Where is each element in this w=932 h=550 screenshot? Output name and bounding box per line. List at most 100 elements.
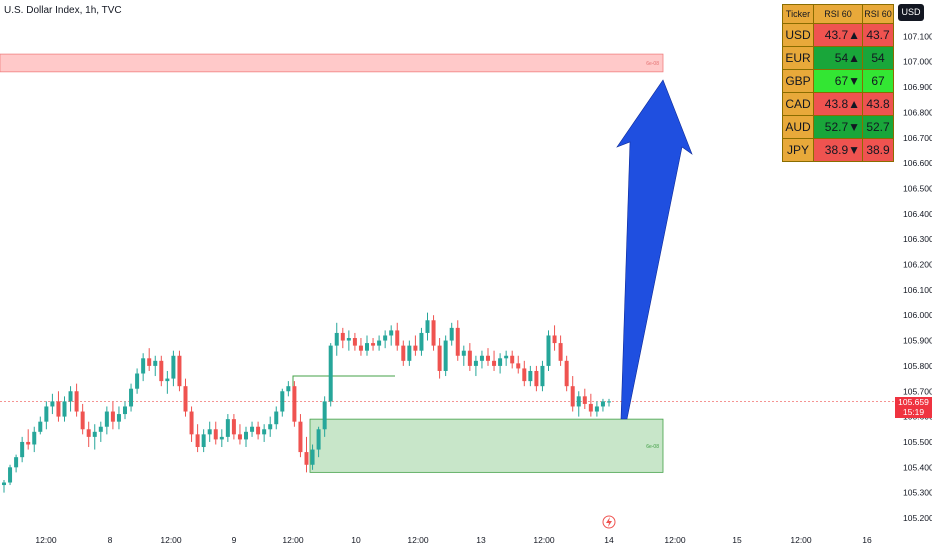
candle-body [62, 401, 67, 417]
rsi-value: 67▼ [813, 69, 863, 93]
candle-body [231, 419, 236, 435]
candle-body [570, 386, 575, 407]
candle-body [534, 370, 539, 387]
candle-body [607, 401, 611, 403]
rsi-row: USD 43.7▲ 43.7 [782, 23, 894, 47]
candle-body [225, 419, 230, 437]
rsi-ticker: EUR [782, 46, 814, 70]
rsi-row: EUR 54▲ 54 [782, 46, 894, 70]
y-tick-label: 106.300 [903, 234, 932, 244]
candle-body [582, 396, 587, 404]
rsi-ticker: USD [782, 23, 814, 47]
x-tick-label: 9 [232, 535, 237, 545]
candle-body [522, 368, 527, 382]
x-tick-label: 15 [732, 535, 742, 545]
candle-body [304, 452, 309, 465]
demand-zone [309, 418, 664, 473]
candle-body [473, 360, 478, 366]
candle-body [219, 436, 224, 440]
candle-body [401, 345, 406, 361]
x-tick-label: 16 [862, 535, 872, 545]
rsi-row: AUD 52.7▼ 52.7 [782, 115, 894, 139]
candle-body [38, 421, 43, 432]
candle-body [262, 429, 267, 435]
candle-body [443, 340, 448, 371]
candle-body [516, 363, 521, 369]
candle-body [449, 327, 454, 341]
candle-body [334, 332, 339, 346]
candle-body [316, 429, 321, 450]
candle-body [310, 449, 315, 465]
bar-countdown: 15:19 [902, 407, 925, 417]
candle-body [594, 406, 599, 412]
candle-body [195, 434, 200, 448]
candle-body [26, 441, 31, 445]
candle-body [207, 429, 212, 435]
y-tick-label: 106.400 [903, 209, 932, 219]
supply-zone [0, 53, 664, 73]
y-tick-label: 105.300 [903, 488, 932, 498]
candle-body [104, 411, 109, 427]
x-tick-label: 12:00 [407, 535, 429, 545]
candle-body [189, 411, 194, 435]
candle-body [280, 391, 285, 412]
rsi-value2: 43.8 [862, 92, 894, 116]
candle-body [153, 360, 158, 366]
y-tick-label: 106.800 [903, 107, 932, 117]
candle-body [389, 330, 394, 336]
candle-body [50, 401, 55, 407]
candle-body [558, 343, 563, 361]
rsi-value: 52.7▼ [813, 115, 863, 139]
rsi-ticker: GBP [782, 69, 814, 93]
y-tick-label: 105.200 [903, 513, 932, 523]
y-tick-label: 105.800 [903, 361, 932, 371]
candle-body [244, 431, 248, 440]
candle-body [504, 355, 509, 359]
candle-body [213, 429, 218, 440]
candle-body [286, 386, 291, 392]
level-line [292, 375, 395, 393]
candle-body [237, 434, 242, 440]
y-tick-label: 105.400 [903, 462, 932, 472]
candle-body [147, 358, 152, 366]
y-tick-label: 105.900 [903, 336, 932, 346]
supply-zone-label: 6e-08 [646, 61, 659, 67]
rsi-value2: 43.7 [862, 23, 894, 47]
rsi-row: JPY 38.9▼ 38.9 [782, 138, 894, 162]
candle-body [365, 343, 369, 351]
candle-body [298, 421, 303, 453]
candle-body [492, 360, 497, 366]
rsi-value2: 52.7 [862, 115, 894, 139]
candle-body [431, 320, 436, 346]
candle-body [20, 441, 25, 458]
currency-badge[interactable]: USD [898, 4, 924, 21]
rsi-value: 43.8▲ [813, 92, 863, 116]
candle-body [292, 386, 297, 422]
chart-title: U.S. Dollar Index, 1h, TVC [4, 5, 122, 16]
rsi-ticker: CAD [782, 92, 814, 116]
rsi-value: 54▲ [813, 46, 863, 70]
rsi-row: CAD 43.8▲ 43.8 [782, 92, 894, 116]
candle-body [600, 401, 605, 407]
candle-body [129, 388, 134, 407]
candle-body [437, 345, 442, 371]
candle-body [2, 482, 6, 486]
x-tick-label: 8 [108, 535, 113, 545]
y-tick-label: 106.700 [903, 133, 932, 143]
y-tick-label: 105.500 [903, 437, 932, 447]
candle-body [165, 378, 170, 382]
candle-body [110, 411, 115, 422]
candle-body [268, 424, 273, 430]
last-price-tag: 105.659 15:19 [895, 397, 932, 418]
rsi-table: Ticker RSI 60 RSI 60 USD 43.7▲ 43.7 EUR 54▲… [782, 4, 894, 162]
y-tick-label: 106.000 [903, 310, 932, 320]
candle-body [461, 350, 466, 356]
candle-body [528, 370, 533, 382]
candle-body [74, 391, 79, 412]
candle-body [328, 345, 333, 402]
x-tick-label: 14 [604, 535, 614, 545]
candle-body [467, 350, 472, 366]
candle-body [407, 345, 412, 361]
rsi-value2: 67 [862, 69, 894, 93]
